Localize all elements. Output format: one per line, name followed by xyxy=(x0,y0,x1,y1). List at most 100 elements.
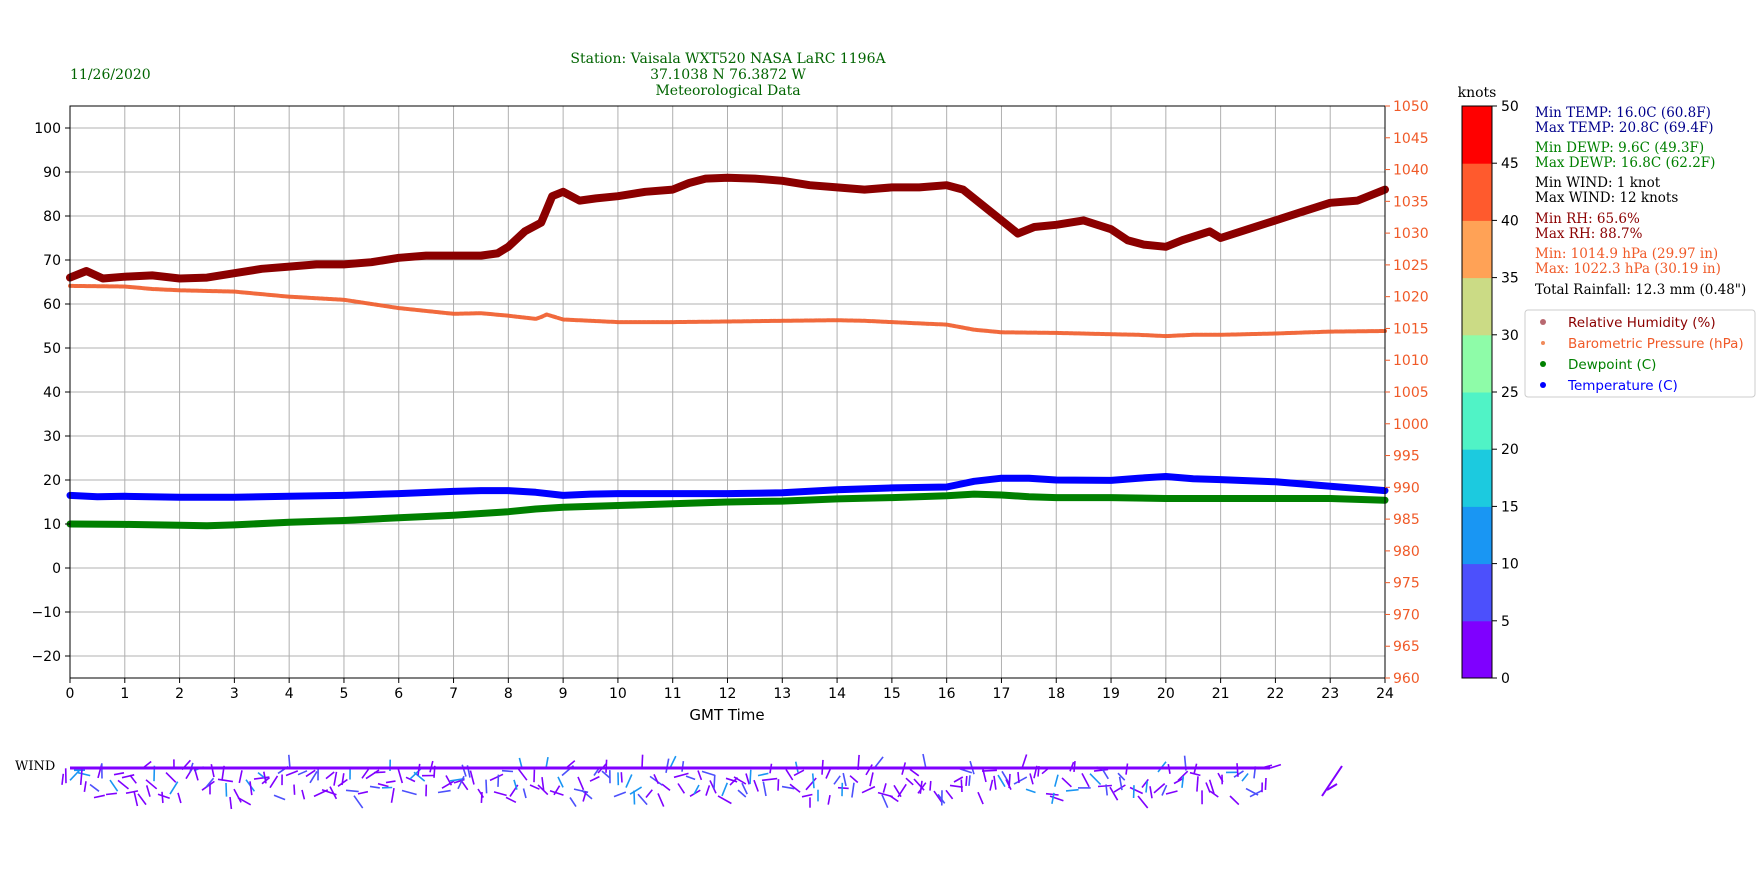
y-left-tick-label: 60 xyxy=(43,297,61,313)
wind-barb xyxy=(582,791,587,802)
wind-barb xyxy=(1054,774,1059,787)
wind-barb xyxy=(325,771,335,780)
wind-barb xyxy=(1118,776,1123,791)
wind-barb xyxy=(301,789,306,800)
wind-barb xyxy=(549,790,564,796)
wind-barb xyxy=(637,793,648,806)
y-left-tick-label: 10 xyxy=(43,517,61,533)
wind-barb xyxy=(929,780,932,791)
wind-barb xyxy=(922,753,927,770)
x-tick-label: 23 xyxy=(1321,686,1339,702)
wind-barb xyxy=(263,771,267,784)
y-right-tick-label: 1040 xyxy=(1393,163,1429,179)
wind-barb xyxy=(1153,782,1166,794)
min-temp-stat: Min TEMP: 16.0C (60.8F) xyxy=(1535,105,1711,121)
wind-barb xyxy=(1269,763,1282,769)
wind-barb xyxy=(1089,773,1102,786)
wind-barb xyxy=(401,789,417,796)
wind-barb xyxy=(297,770,308,776)
y-right-tick-label: 1000 xyxy=(1393,417,1429,433)
wind-barb xyxy=(837,786,849,790)
colorbar-segment xyxy=(1462,392,1492,450)
wind-barb xyxy=(581,789,593,800)
wind-barb xyxy=(1065,788,1079,792)
wind-barb xyxy=(741,782,748,795)
x-tick-label: 8 xyxy=(504,686,513,702)
legend-temperature-marker xyxy=(1540,382,1546,388)
wind-barb xyxy=(137,793,147,806)
wind-barb xyxy=(1001,770,1010,784)
wind-barb xyxy=(861,785,876,794)
x-tick-label: 7 xyxy=(449,686,458,702)
legend-pressure-label: Barometric Pressure (hPa) xyxy=(1568,336,1744,352)
wind-barb xyxy=(842,772,847,787)
wind-barb xyxy=(589,775,600,782)
wind-barb xyxy=(917,782,927,794)
wind-barb xyxy=(357,790,369,795)
series-dewpoint xyxy=(66,490,1389,530)
wind-barb xyxy=(1097,784,1112,788)
colorbar-tick-label: 35 xyxy=(1501,271,1519,287)
wind-barb xyxy=(805,777,817,791)
y-left-tick-label: 90 xyxy=(43,165,61,181)
wind-barb xyxy=(882,783,887,793)
wind-barb xyxy=(1017,771,1020,784)
wind-barb xyxy=(1021,754,1028,769)
colorbar-segment xyxy=(1462,277,1492,336)
wind-barb xyxy=(709,780,717,794)
wind-barb xyxy=(369,785,380,789)
x-tick-label: 15 xyxy=(883,686,901,702)
wind-barb xyxy=(1093,768,1109,772)
y-left-tick-label: 0 xyxy=(52,561,61,577)
wind-barb xyxy=(669,755,677,769)
x-tick-label: 4 xyxy=(285,686,294,702)
wind-barb xyxy=(385,780,396,784)
wind-barb xyxy=(353,795,364,809)
wind-barb xyxy=(981,769,997,772)
wind-barb xyxy=(625,774,633,788)
grid xyxy=(69,106,1386,678)
wind-barb xyxy=(69,769,81,781)
series-barometric-pressure xyxy=(68,283,1387,339)
wind-barb xyxy=(1326,783,1338,791)
wind-barb xyxy=(645,789,653,799)
x-tick-label: 24 xyxy=(1376,686,1394,702)
legend-humidity-marker xyxy=(1540,319,1546,325)
wind-barb xyxy=(117,779,130,790)
wind-barb xyxy=(993,775,997,790)
y-right-tick-label: 960 xyxy=(1393,671,1420,687)
wind-barb xyxy=(413,771,426,782)
wind-barb xyxy=(737,789,747,798)
colorbar-tick-label: 0 xyxy=(1501,671,1510,687)
y-right-tick-label: 990 xyxy=(1393,480,1420,496)
wind-barb xyxy=(345,789,359,793)
wind-barb xyxy=(945,789,954,800)
wind-barb xyxy=(61,773,65,785)
wind-barb xyxy=(77,771,91,777)
wind-barb xyxy=(83,781,87,793)
y-right-tick-label: 1050 xyxy=(1393,99,1429,115)
wind-barb xyxy=(1208,779,1215,794)
wind-barb xyxy=(529,784,540,790)
wind-barb xyxy=(745,773,750,785)
wind-barb xyxy=(789,783,801,793)
wind-barb xyxy=(210,764,215,778)
wind-barb xyxy=(505,796,517,804)
wind-barb xyxy=(157,793,170,799)
wind-barb xyxy=(761,777,778,782)
wind-barb xyxy=(493,791,507,797)
wind-barb xyxy=(417,763,421,776)
legend-humidity-label: Relative Humidity (%) xyxy=(1568,315,1716,331)
legend: Relative Humidity (%) Barometric Pressur… xyxy=(1524,309,1756,398)
wind-barb xyxy=(457,775,465,790)
wind-barb xyxy=(577,776,585,791)
y-left-tick-label: 70 xyxy=(43,253,61,269)
wind-barb xyxy=(105,792,117,796)
y-right-tick-label: 1020 xyxy=(1393,290,1429,306)
wind-barb xyxy=(673,772,689,779)
y-right-tick-label: 1010 xyxy=(1393,353,1429,369)
wind-barb xyxy=(249,781,253,796)
wind-barb xyxy=(341,773,345,786)
x-tick-label: 10 xyxy=(609,686,627,702)
y-right-tick-label: 1035 xyxy=(1393,194,1429,210)
